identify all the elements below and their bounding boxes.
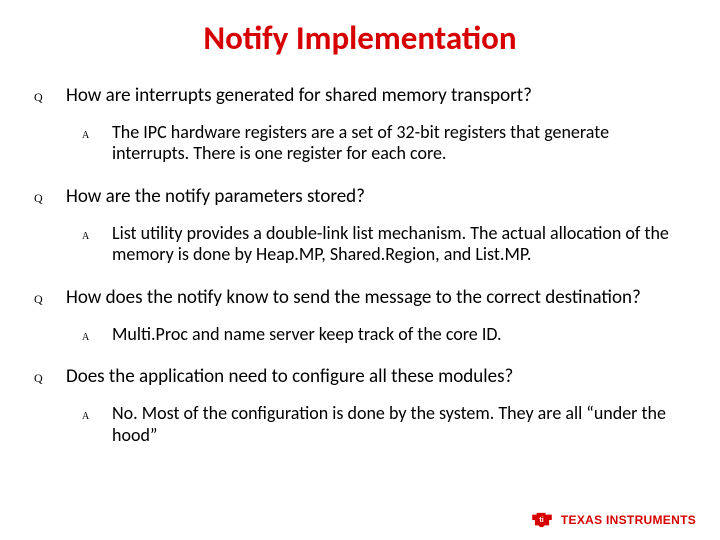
- qa-answer-row: A No. Most of the configuration is done …: [82, 403, 690, 446]
- question-text: How does the notify know to send the mes…: [66, 286, 690, 310]
- qa-content: Q How are interrupts generated for share…: [34, 84, 690, 446]
- q-marker: Q: [34, 371, 50, 386]
- answer-text: Multi.Proc and name server keep track of…: [112, 324, 690, 346]
- q-marker: Q: [34, 292, 50, 307]
- question-text: How are interrupts generated for shared …: [66, 84, 690, 108]
- qa-question-row: Q Does the application need to configure…: [34, 365, 690, 389]
- answer-text: List utility provides a double-link list…: [112, 223, 690, 266]
- a-marker: A: [82, 231, 96, 242]
- ti-chip-icon: ti: [531, 512, 553, 528]
- qa-question-row: Q How are the notify parameters stored?: [34, 185, 690, 209]
- qa-answer-row: A List utility provides a double-link li…: [82, 223, 690, 266]
- a-marker: A: [82, 130, 96, 141]
- q-marker: Q: [34, 191, 50, 206]
- q-marker: Q: [34, 90, 50, 105]
- slide-title: Notify Implementation: [0, 18, 720, 58]
- a-marker: A: [82, 332, 96, 343]
- qa-answer-row: A The IPC hardware registers are a set o…: [82, 122, 690, 165]
- footer-logo: ti TEXAS INSTRUMENTS: [531, 512, 696, 528]
- question-text: How are the notify parameters stored?: [66, 185, 690, 209]
- ti-brand-text: TEXAS INSTRUMENTS: [561, 513, 696, 527]
- qa-question-row: Q How does the notify know to send the m…: [34, 286, 690, 310]
- svg-text:ti: ti: [539, 516, 543, 524]
- answer-text: No. Most of the configuration is done by…: [112, 403, 690, 446]
- question-text: Does the application need to configure a…: [66, 365, 690, 389]
- answer-text: The IPC hardware registers are a set of …: [112, 122, 690, 165]
- qa-question-row: Q How are interrupts generated for share…: [34, 84, 690, 108]
- qa-answer-row: A Multi.Proc and name server keep track …: [82, 324, 690, 346]
- slide: Notify Implementation Q How are interrup…: [0, 0, 720, 540]
- a-marker: A: [82, 411, 96, 422]
